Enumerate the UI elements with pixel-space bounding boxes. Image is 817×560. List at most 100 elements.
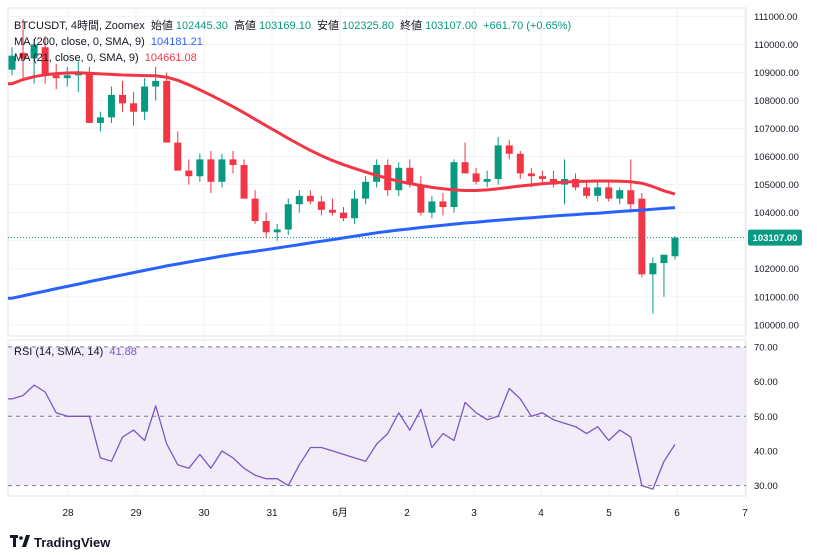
x-tick-label: 5	[606, 508, 612, 519]
candle-body	[196, 159, 204, 177]
y-tick-label: 106000.00	[754, 152, 799, 163]
candle-body	[19, 52, 27, 59]
candle-body	[450, 162, 458, 208]
y-tick-label: 104000.00	[754, 208, 799, 219]
candle-body	[295, 195, 303, 205]
candle-body	[317, 201, 325, 210]
candle-body	[483, 179, 491, 182]
y-tick-label: 108000.00	[754, 96, 799, 107]
candle-body	[107, 94, 115, 118]
y-tick-label: 107000.00	[754, 124, 799, 135]
last-price-label: 103107.00	[753, 233, 798, 244]
candle-body	[273, 229, 281, 233]
rsi-tick-label: 50.00	[754, 412, 778, 423]
high-label: 高値	[233, 20, 256, 32]
y-tick-label: 105000.00	[754, 180, 799, 191]
tradingview-label: TradingView	[34, 535, 111, 550]
y-tick-label: 111000.00	[754, 12, 798, 23]
candle-body	[461, 162, 469, 174]
candle-body	[362, 181, 370, 199]
candle-body	[8, 55, 16, 70]
candle-body	[152, 80, 160, 87]
candle-body	[373, 164, 381, 182]
x-tick-label: 6	[674, 508, 680, 519]
ma200-value: 104181.21	[150, 36, 203, 48]
candle-body	[351, 198, 359, 219]
y-tick-label: 102000.00	[754, 264, 799, 275]
candle-body	[163, 80, 171, 143]
change-value: +661.70 (+0.65%)	[483, 20, 572, 32]
candle-body	[627, 190, 635, 205]
x-tick-label: 6月	[332, 507, 348, 519]
ma200-label: MA (200, close, 0, SMA, 9)	[14, 36, 145, 48]
candle-body	[671, 237, 679, 257]
tradingview-logo-icon	[10, 534, 30, 551]
candle-body	[96, 117, 104, 123]
candle-body	[340, 212, 347, 219]
candle-body	[174, 142, 182, 171]
tradingview-brand[interactable]: TradingView	[10, 534, 110, 551]
open-value: 102445.30	[175, 20, 228, 32]
ma21-value: 104661.08	[144, 52, 197, 64]
candle-body	[660, 254, 668, 264]
x-tick-label: 31	[266, 508, 278, 519]
candle-body	[207, 159, 215, 182]
candle-body	[428, 201, 436, 213]
ma21-label: MA (21, close, 0, SMA, 9)	[14, 52, 139, 64]
candle-body	[41, 47, 49, 76]
candle-body	[594, 187, 602, 196]
candle-body	[229, 159, 237, 165]
ma21-line	[8, 71, 676, 196]
candle-body	[251, 198, 259, 222]
candle-body	[527, 173, 535, 177]
rsi-tick-label: 40.00	[754, 446, 778, 457]
low-value: 102325.80	[342, 20, 394, 32]
symbol-legend: BTCUSDT, 4時間, Zoomex 始値 102445.30 高値 10316…	[14, 19, 574, 33]
candle-body	[605, 187, 613, 199]
x-tick-label: 28	[62, 508, 74, 519]
candle-body	[52, 75, 60, 79]
candle-body	[406, 167, 414, 185]
candle-body	[185, 170, 193, 177]
candle-body	[516, 153, 524, 174]
x-tick-label: 30	[198, 508, 210, 519]
rsi-legend[interactable]: RSI (14, SMA, 14) 41.88	[14, 345, 140, 359]
x-tick-label: 29	[130, 508, 142, 519]
y-tick-label: 109000.00	[754, 68, 799, 79]
high-value: 103169.10	[258, 20, 311, 32]
candle-body	[328, 209, 336, 213]
ma21-legend[interactable]: MA (21, close, 0, SMA, 9) 104661.08	[14, 51, 200, 65]
candle-body	[284, 204, 292, 230]
candle-body	[472, 173, 480, 182]
symbol-label: BTCUSDT, 4時間, Zoomex	[14, 20, 145, 32]
rsi-tick-label: 60.00	[754, 377, 778, 388]
ma200-legend[interactable]: MA (200, close, 0, SMA, 9) 104181.21	[14, 35, 206, 49]
close-label: 終値	[400, 20, 423, 32]
candle-body	[85, 72, 93, 123]
candle-body	[417, 184, 425, 213]
candle-body	[240, 164, 248, 199]
candle-body	[395, 167, 403, 191]
x-tick-label: 2	[404, 508, 410, 519]
open-label: 始値	[150, 20, 173, 32]
candle-body	[141, 86, 149, 112]
candle-body	[572, 179, 580, 188]
candle-body	[494, 145, 502, 180]
candle-body	[638, 198, 646, 275]
price-pane-frame	[7, 7, 747, 337]
y-tick-label: 110000.00	[754, 40, 798, 51]
ma200-line	[8, 206, 676, 300]
candle-body	[30, 44, 38, 59]
candle-body	[439, 201, 447, 208]
candle-body	[262, 221, 270, 233]
candle-body	[616, 190, 624, 199]
candle-body	[63, 75, 71, 79]
rsi-tick-label: 70.00	[754, 342, 778, 353]
candle-body	[130, 103, 138, 112]
candle-body	[306, 195, 314, 202]
candle-body	[538, 176, 546, 180]
y-tick-label: 101000.00	[754, 292, 799, 303]
y-tick-label: 100000.00	[754, 320, 799, 331]
candle-body	[218, 159, 226, 182]
